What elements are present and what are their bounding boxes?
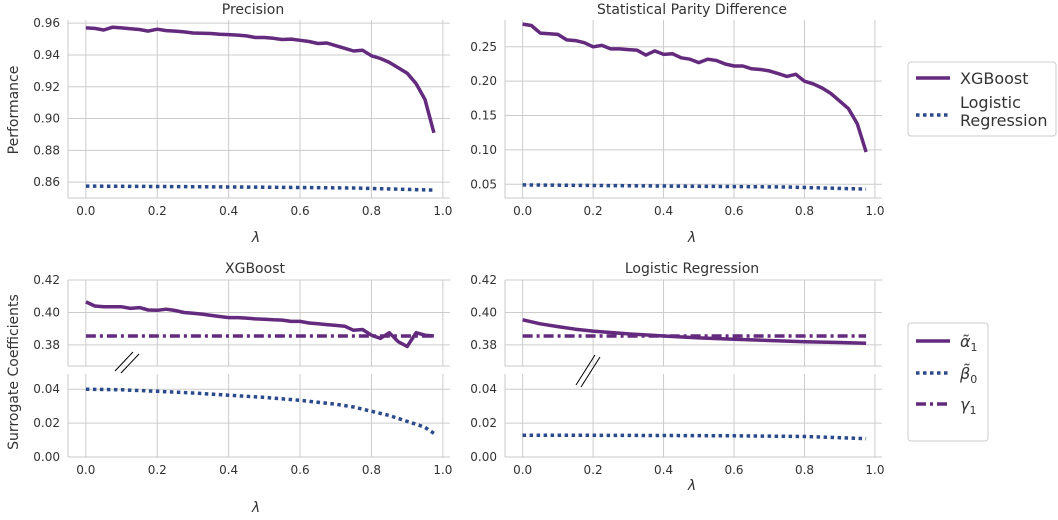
chart3-lower-ytick-0: 0.00 bbox=[470, 450, 497, 464]
legend-label-beta: β̃0 bbox=[959, 364, 977, 386]
legend-label-logistic-2: Regression bbox=[960, 111, 1048, 130]
chart2-lower-xtick-0: 0.0 bbox=[76, 463, 95, 477]
chart2-lower-xtick-1: 0.2 bbox=[148, 463, 167, 477]
chart2-lower-ytick-2: 0.04 bbox=[33, 382, 60, 396]
chart2-lower-ytick-0: 0.00 bbox=[33, 450, 60, 464]
xlabel-lr-coef: λ bbox=[687, 478, 696, 494]
legend-bottom-frame bbox=[907, 322, 989, 442]
legend-beta-symbol: β̃ bbox=[959, 364, 970, 383]
chart1-xtick-0: 0.0 bbox=[513, 204, 532, 218]
legend-top: XGBoost Logistic Regression bbox=[907, 61, 1057, 137]
legend-gamma-sub: 1 bbox=[969, 404, 976, 417]
title-spd: Statistical Parity Difference bbox=[597, 2, 787, 18]
chart1-xtick-5: 1.0 bbox=[865, 204, 884, 218]
legend-bottom: α̃1 β̃0 γ1 bbox=[907, 322, 989, 442]
chart2-upper-series-1 bbox=[85, 300, 435, 349]
chart0-xtick-4: 0.8 bbox=[362, 204, 381, 218]
chart1-xtick-4: 0.8 bbox=[795, 204, 814, 218]
ylabel-surrogate: Surrogate Coefficients bbox=[6, 294, 22, 450]
chart2-upper-ytick-0: 0.38 bbox=[33, 338, 60, 352]
chart3-upper-ytick-2: 0.42 bbox=[470, 273, 497, 287]
chart1-series-xgboost bbox=[522, 22, 868, 153]
chart3-upper-ytick-1: 0.40 bbox=[470, 305, 497, 319]
chart1-xtick-1: 0.2 bbox=[584, 204, 603, 218]
chart1-series-logistic-regression bbox=[522, 183, 867, 191]
plot-area: 0.0 0.2 0.4 0.6 0.8 1.0 0.86 0.88 0.90 0.92 0.94 0.… bbox=[33, 16, 884, 477]
xlabel-precision: λ bbox=[251, 230, 260, 246]
chart1-ytick-4: 0.25 bbox=[470, 40, 497, 54]
break-mark-lr-1 bbox=[575, 354, 596, 386]
chart2-upper-ytick-1: 0.40 bbox=[33, 305, 60, 319]
chart0-xtick-3: 0.6 bbox=[291, 204, 310, 218]
chart2-lower-xtick-5: 1.0 bbox=[433, 463, 452, 477]
chart2-lower-series-0 bbox=[85, 387, 435, 435]
legend-label-logistic-1: Logistic bbox=[960, 93, 1021, 112]
chart3-lower-xtick-5: 1.0 bbox=[865, 463, 884, 477]
chart3-lower-ytick-2: 0.04 bbox=[470, 382, 497, 396]
chart0-xtick-0: 0.0 bbox=[76, 204, 95, 218]
chart1-ytick-3: 0.20 bbox=[470, 74, 497, 88]
xlabel-xgb-coef: λ bbox=[251, 500, 260, 516]
legend-label-xgboost: XGBoost bbox=[960, 69, 1029, 88]
chart0-series-xgboost bbox=[85, 25, 436, 134]
break-mark-xgb-2 bbox=[120, 353, 140, 374]
legend-alpha-symbol: α̃ bbox=[960, 332, 971, 351]
chart0-ytick-0: 0.86 bbox=[33, 175, 60, 189]
chart3-lower-xtick-4: 0.8 bbox=[795, 463, 814, 477]
legend-top-frame bbox=[907, 61, 1057, 137]
chart2-lower-xtick-3: 0.6 bbox=[291, 463, 310, 477]
chart3-lower-ytick-1: 0.02 bbox=[470, 416, 497, 430]
chart1-ytick-0: 0.05 bbox=[470, 177, 497, 191]
legend-gamma-symbol: γ bbox=[960, 395, 971, 414]
chart2-upper-ytick-2: 0.42 bbox=[33, 273, 60, 287]
chart0-ytick-2: 0.90 bbox=[33, 112, 60, 126]
chart3-lower-xtick-2: 0.4 bbox=[654, 463, 673, 477]
chart3-lower-xtick-3: 0.6 bbox=[724, 463, 743, 477]
title-precision: Precision bbox=[222, 2, 284, 18]
chart2-lower-xtick-4: 0.8 bbox=[362, 463, 381, 477]
chart3-upper-ytick-0: 0.38 bbox=[470, 338, 497, 352]
chart1-ytick-1: 0.10 bbox=[470, 143, 497, 157]
chart3-lower-series-0 bbox=[522, 433, 867, 441]
break-mark-lr-2 bbox=[580, 356, 601, 388]
chart0-xtick-2: 0.4 bbox=[219, 204, 238, 218]
chart3-upper-series-1 bbox=[522, 318, 867, 346]
chart1-xtick-2: 0.4 bbox=[654, 204, 673, 218]
xlabel-spd: λ bbox=[687, 230, 696, 246]
chart0-series-logistic-regression bbox=[85, 184, 434, 192]
chart3-lower-xtick-1: 0.2 bbox=[584, 463, 603, 477]
chart2-lower-ytick-1: 0.02 bbox=[33, 416, 60, 430]
chart0-ytick-4: 0.94 bbox=[33, 48, 60, 62]
chart1-xtick-3: 0.6 bbox=[724, 204, 743, 218]
axis-break-marks bbox=[114, 351, 601, 388]
chart3-lower-xtick-0: 0.0 bbox=[513, 463, 532, 477]
chart0-ytick-5: 0.96 bbox=[33, 16, 60, 30]
break-mark-xgb-1 bbox=[114, 351, 134, 372]
chart0-ytick-3: 0.92 bbox=[33, 80, 60, 94]
legend-label-alpha: α̃1 bbox=[960, 332, 978, 354]
chart0-xtick-1: 0.2 bbox=[148, 204, 167, 218]
legend-alpha-sub: 1 bbox=[971, 341, 978, 354]
ylabel-performance: Performance bbox=[6, 66, 22, 155]
chart0-xtick-5: 1.0 bbox=[433, 204, 452, 218]
chart2-lower-xtick-2: 0.4 bbox=[219, 463, 238, 477]
legend-beta-sub: 0 bbox=[970, 373, 977, 386]
chart1-ytick-2: 0.15 bbox=[470, 109, 497, 123]
title-xgb-coef: XGBoost bbox=[225, 261, 285, 277]
title-lr-coef: Logistic Regression bbox=[625, 261, 759, 277]
legend-label-gamma: γ1 bbox=[960, 395, 976, 417]
chart0-ytick-1: 0.88 bbox=[33, 143, 60, 157]
